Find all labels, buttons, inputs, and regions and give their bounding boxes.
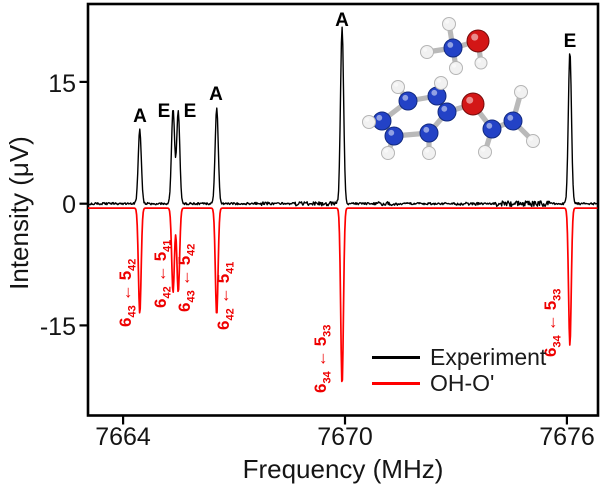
peak-symmetry-label: E (157, 101, 171, 122)
qn-upper-sub: 34 (551, 335, 564, 348)
peak-symmetry-label: A (335, 10, 349, 31)
left-arrow-icon: ← (311, 350, 330, 368)
peak-symmetry-label: E (183, 101, 197, 122)
qn-lower: 5 (214, 273, 233, 284)
qn-lower: 5 (116, 270, 135, 281)
qn-upper-sub: 43 (126, 305, 139, 318)
qn-upper: 6 (116, 317, 135, 327)
x-tick-label-7676: 7676 (539, 423, 595, 451)
qn-lower-sub: 33 (321, 324, 334, 337)
left-arrow-icon: ← (541, 314, 560, 332)
experiment-trace (87, 26, 599, 208)
qn-lower-sub: 41 (161, 239, 174, 252)
qn-lower-sub: 41 (224, 261, 237, 274)
left-arrow-icon: ← (175, 269, 194, 287)
simulation-line-swatch (372, 381, 420, 385)
peak-symmetry-label: E (563, 31, 577, 52)
simulation-trace (87, 207, 598, 383)
qn-upper-sub: 34 (321, 371, 334, 384)
legend-item-experiment: Experiment (372, 344, 546, 370)
qn-lower-sub: 42 (126, 258, 139, 271)
qn-upper-sub: 43 (185, 290, 198, 303)
transition-label: 642 ← 541 (150, 239, 174, 308)
qn-upper: 6 (151, 298, 170, 308)
qn-upper: 6 (214, 320, 233, 330)
y-tick-label-15: 15 (48, 70, 76, 98)
experiment-line-swatch (372, 355, 420, 359)
transition-label: 643 ← 542 (174, 243, 198, 312)
legend-item-simulation: OH-O' (372, 370, 546, 396)
x-tick-label-7670: 7670 (317, 423, 373, 451)
qn-lower: 5 (175, 255, 194, 266)
qn-lower-sub: 42 (185, 243, 198, 256)
transition-label: 642 ← 541 (213, 261, 237, 330)
transition-label: 643 ← 542 (115, 258, 139, 327)
molecule-ball-and-stick-image (362, 17, 540, 160)
left-arrow-icon: ← (214, 287, 233, 305)
left-arrow-icon: ← (116, 284, 135, 302)
left-arrow-icon: ← (151, 265, 170, 283)
legend-label: Experiment (430, 343, 547, 370)
qn-upper: 6 (311, 383, 330, 393)
peak-symmetry-label: A (133, 106, 147, 127)
qn-upper: 6 (175, 302, 194, 312)
plot-legend: Experiment OH-O' (372, 344, 546, 396)
qn-lower-sub: 33 (551, 288, 564, 301)
transition-label: 634 ← 533 (310, 324, 334, 393)
y-tick-label-neg15: -15 (39, 313, 76, 341)
qn-upper-sub: 42 (224, 308, 237, 321)
y-tick-label-0: 0 (62, 191, 76, 219)
x-axis-title: Frequency (MHz) (242, 454, 444, 484)
qn-lower: 5 (311, 336, 330, 347)
qn-upper-sub: 42 (161, 286, 174, 299)
peak-symmetry-label: A (209, 84, 223, 105)
legend-label: OH-O' (430, 369, 495, 396)
x-tick-label-7664: 7664 (95, 423, 151, 451)
qn-lower: 5 (151, 251, 170, 262)
y-axis-title: Intensity (μV) (4, 136, 34, 290)
qn-lower: 5 (541, 300, 560, 311)
